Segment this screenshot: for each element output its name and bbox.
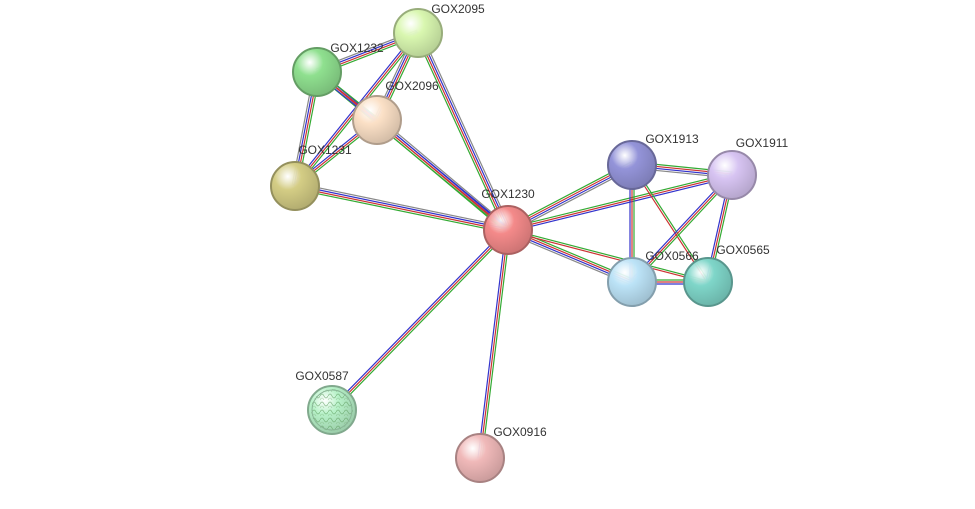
- node-GOX0565[interactable]: [684, 258, 732, 306]
- node-GOX1911[interactable]: [708, 151, 756, 199]
- node-circle[interactable]: [608, 141, 656, 189]
- node-GOX0916[interactable]: [456, 434, 504, 482]
- node-GOX1232[interactable]: [293, 48, 341, 96]
- node-GOX0566[interactable]: [608, 258, 656, 306]
- node-circle[interactable]: [394, 9, 442, 57]
- node-GOX2096[interactable]: [353, 96, 401, 144]
- node-circle[interactable]: [484, 206, 532, 254]
- node-circle[interactable]: [456, 434, 504, 482]
- node-GOX2095[interactable]: [394, 9, 442, 57]
- node-circle[interactable]: [353, 96, 401, 144]
- node-circle[interactable]: [684, 258, 732, 306]
- node-GOX1231[interactable]: [271, 162, 319, 210]
- node-GOX1913[interactable]: [608, 141, 656, 189]
- node-GOX1230[interactable]: [484, 206, 532, 254]
- node-circle[interactable]: [608, 258, 656, 306]
- node-circle[interactable]: [271, 162, 319, 210]
- node-circle[interactable]: [708, 151, 756, 199]
- node-circle[interactable]: [293, 48, 341, 96]
- node-texture: [311, 389, 353, 431]
- network-diagram: GOX1230GOX2095GOX1232GOX2096GOX1231GOX19…: [0, 0, 975, 509]
- node-GOX0587[interactable]: [308, 386, 356, 434]
